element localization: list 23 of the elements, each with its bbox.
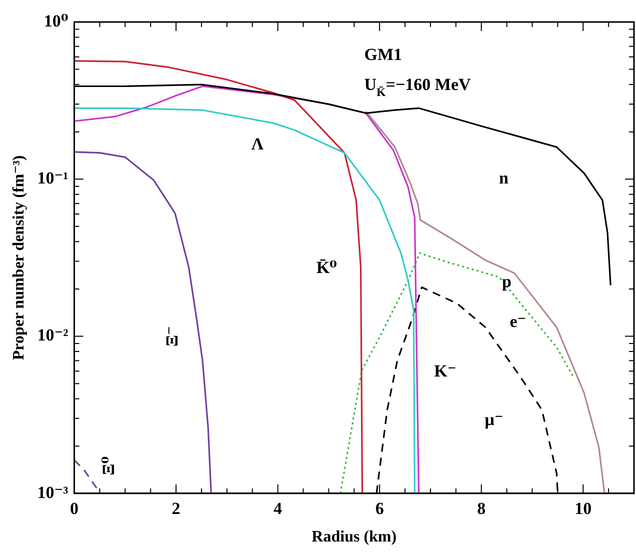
y-tick-label: 10⁰ xyxy=(44,11,68,30)
y-tick-label: 10⁻² xyxy=(37,326,68,345)
series-label: μ⁻ xyxy=(484,410,504,430)
y-tick-label: 10⁻¹ xyxy=(37,168,68,188)
series-label: K̄⁰ xyxy=(316,258,337,277)
series-label: K⁻ xyxy=(434,362,456,381)
x-tick-label: 10 xyxy=(574,498,592,518)
series-label: p xyxy=(502,272,512,291)
series-label: e⁻ xyxy=(510,312,526,332)
y-tick-label: 10⁻³ xyxy=(37,482,68,502)
line-series xyxy=(340,252,574,494)
x-axis-title: Radius (km) xyxy=(312,528,397,546)
series-label: Λ xyxy=(251,134,264,154)
annotation: GM1 xyxy=(364,45,402,64)
series-label: n xyxy=(499,168,509,188)
x-tick-label: 6 xyxy=(375,498,384,518)
x-tick-label: 4 xyxy=(274,498,283,518)
x-tick-label: 8 xyxy=(477,498,486,518)
text: Ξ⁻ xyxy=(162,326,182,347)
x-tick-label: 0 xyxy=(70,498,79,518)
y-axis-title: Proper number density (fm⁻³) xyxy=(10,155,28,360)
x-tick-label: 2 xyxy=(172,498,180,518)
text: Ξ⁰ xyxy=(98,456,118,476)
